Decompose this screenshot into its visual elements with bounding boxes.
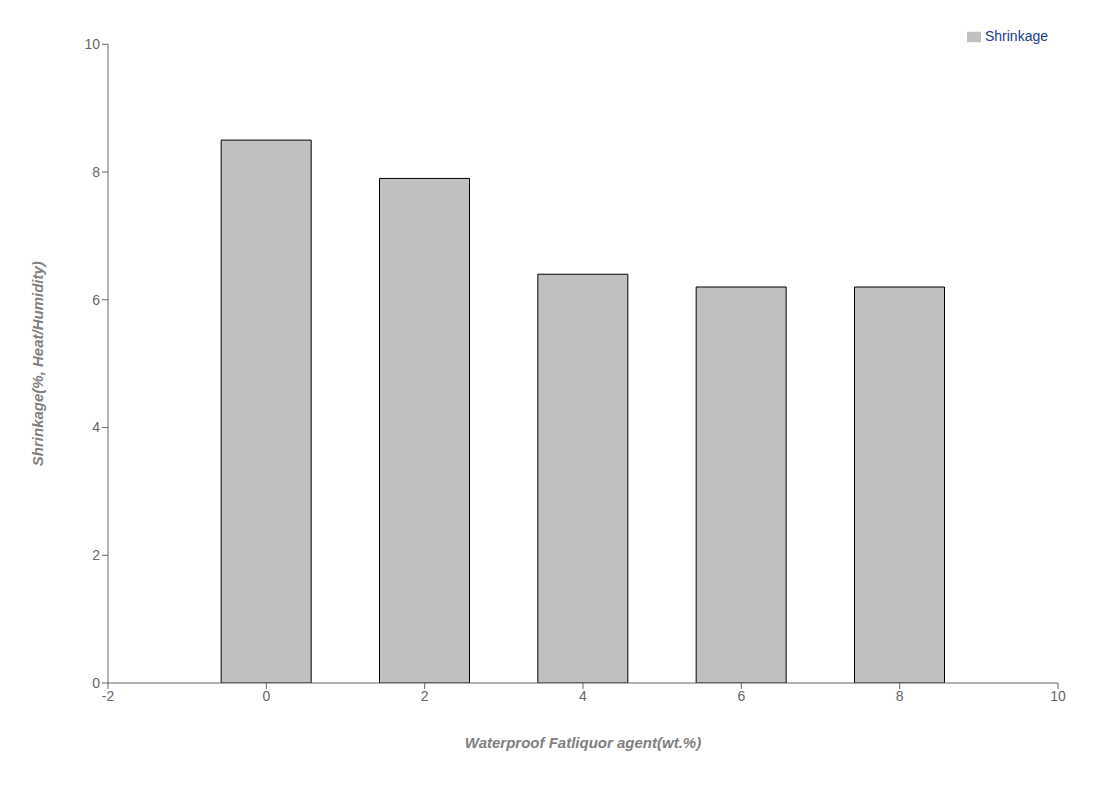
svg-text:2: 2 (92, 547, 100, 563)
svg-text:10: 10 (84, 36, 100, 52)
svg-text:0: 0 (262, 688, 270, 704)
svg-text:2: 2 (421, 688, 429, 704)
svg-text:6: 6 (92, 292, 100, 308)
svg-text:4: 4 (579, 688, 587, 704)
svg-text:8: 8 (896, 688, 904, 704)
html-text:Shrinkage: Shrinkage (985, 28, 1048, 44)
svg-text:Shrinkage(%, Heat/Humidity): Shrinkage(%, Heat/Humidity) (29, 261, 46, 466)
svg-text:4: 4 (92, 419, 100, 435)
svg-text:Waterproof Fatliquor agent(wt.: Waterproof Fatliquor agent(wt.%) (465, 734, 701, 751)
svg-text:6: 6 (737, 688, 745, 704)
svg-text:0: 0 (92, 675, 100, 691)
svg-text:8: 8 (92, 164, 100, 180)
svg-text:-2: -2 (102, 688, 115, 704)
svg-text:10: 10 (1050, 688, 1066, 704)
